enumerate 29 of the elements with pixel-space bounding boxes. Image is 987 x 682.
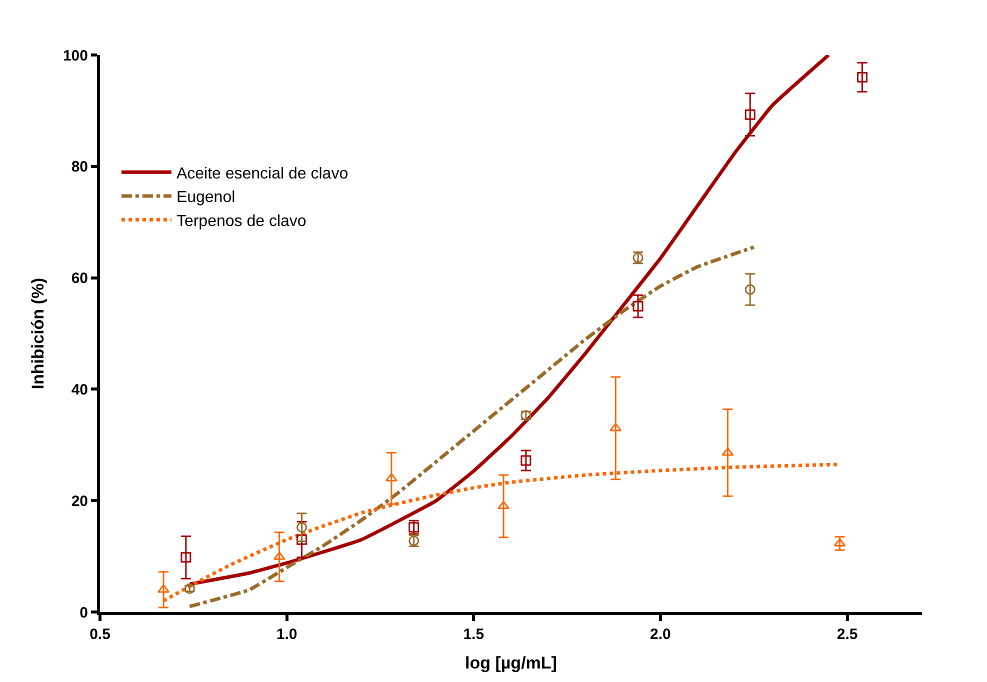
point (744, 109, 756, 120)
legend-label: Eugenol (176, 189, 236, 206)
y-tick-label: 80 (71, 158, 88, 176)
point (296, 534, 308, 545)
point (722, 447, 734, 456)
point (632, 300, 644, 312)
x-axis-title: log [µg/mL] (465, 653, 557, 672)
y-tick-label: 0 (80, 604, 88, 622)
x-tick-label: 2.0 (650, 626, 671, 643)
x-tick-label: 0.5 (90, 626, 110, 643)
x-tick-label: 2.5 (836, 626, 858, 643)
point (744, 284, 756, 295)
legend-label: Terpenos de clavo (176, 213, 306, 230)
y-tick-label: 60 (71, 270, 88, 288)
y-axis-title: Inhibición (%) (28, 278, 48, 390)
y-tick-label: 20 (71, 492, 88, 510)
point (158, 584, 170, 593)
point (180, 552, 192, 563)
point (498, 500, 510, 510)
point (296, 522, 308, 533)
point (610, 422, 622, 432)
point (520, 455, 532, 466)
x-tick-label: 1.5 (463, 626, 484, 643)
line-series (188, 245, 756, 608)
y-tick-label: 100 (62, 47, 88, 64)
x-tick-label: 1.0 (276, 626, 298, 643)
y-tick-label: 40 (71, 381, 88, 398)
legend-label: Aceite esencial de clavo (176, 165, 348, 182)
point (856, 72, 868, 83)
